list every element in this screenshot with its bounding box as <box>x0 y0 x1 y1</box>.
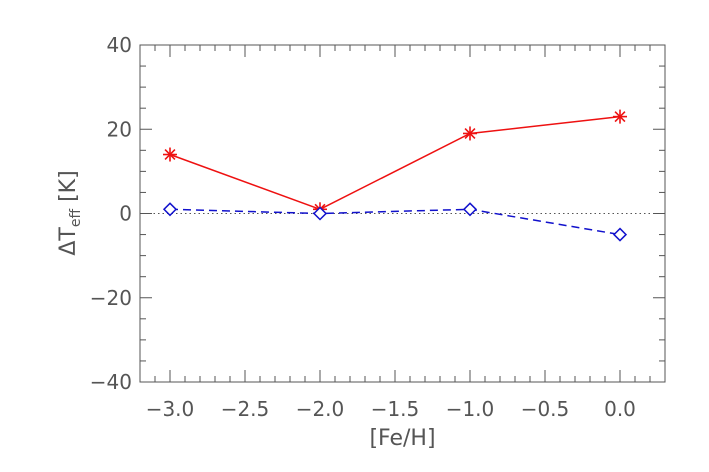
y-tick-label: −40 <box>90 370 132 394</box>
series-layer <box>162 109 628 242</box>
asterisk-marker <box>463 126 477 141</box>
series-1 <box>163 109 627 217</box>
asterisk-stroke <box>164 149 176 161</box>
y-axis-label-suffix: [K] <box>56 170 81 209</box>
asterisk-stroke <box>614 111 626 123</box>
y-axis-label-subscript: eff <box>68 209 84 228</box>
diamond-marker <box>612 227 628 242</box>
axis-ticks <box>139 44 666 383</box>
y-tick-label: 0 <box>119 202 132 226</box>
x-tick-label: 0.0 <box>604 397 636 421</box>
y-tick-label: 40 <box>107 33 132 57</box>
x-tick-label: −1.0 <box>446 397 495 421</box>
y-tick-labels: −40 −20 0 20 40 <box>90 33 132 394</box>
x-tick-label: −1.5 <box>371 397 420 421</box>
y-axis-label: ΔTeff [K] <box>56 170 84 255</box>
x-tick-label: −2.5 <box>221 397 270 421</box>
x-tick-label: −2.0 <box>296 397 345 421</box>
asterisk-stroke <box>464 127 476 139</box>
x-tick-label: −3.0 <box>146 397 195 421</box>
y-tick-label: 20 <box>107 117 132 141</box>
series-2-line <box>169 208 621 236</box>
x-tick-label: −0.5 <box>521 397 570 421</box>
series-1-line <box>169 115 621 211</box>
diamond-marker <box>462 202 478 217</box>
asterisk-marker <box>613 109 627 124</box>
diamond-marker <box>162 202 178 217</box>
diamond-marker <box>312 206 328 221</box>
x-tick-labels: −3.0 −2.5 −2.0 −1.5 −1.0 −0.5 0.0 <box>146 397 636 421</box>
x-axis-label: [Fe/H] <box>369 426 435 451</box>
asterisk-marker <box>163 147 177 162</box>
series-2 <box>162 202 628 242</box>
y-axis-label-prefix: ΔT <box>56 227 81 256</box>
y-tick-label: −20 <box>90 286 132 310</box>
